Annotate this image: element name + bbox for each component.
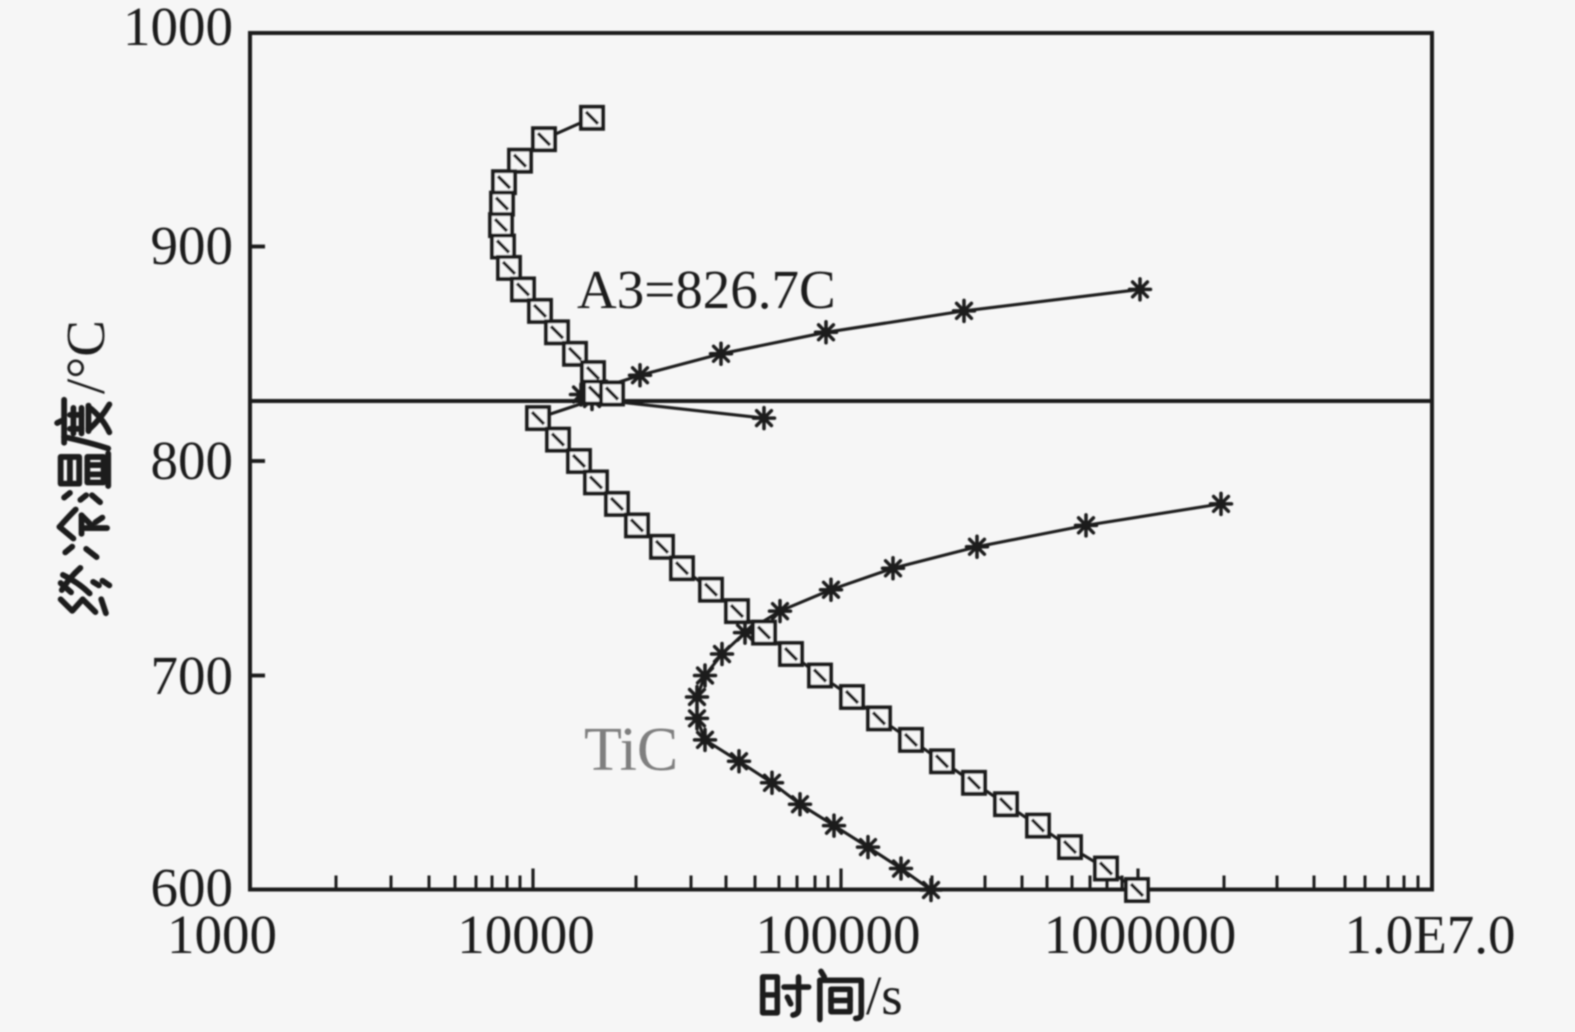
svg-text:/°C: /°C: [55, 320, 116, 394]
svg-text:900: 900: [151, 215, 234, 276]
svg-text:1000: 1000: [167, 904, 277, 965]
svg-text:10000: 10000: [457, 904, 595, 965]
svg-text:TiC: TiC: [584, 716, 678, 784]
svg-text:1000: 1000: [123, 0, 233, 57]
svg-text:A3=826.7C: A3=826.7C: [577, 259, 836, 320]
svg-text:800: 800: [151, 430, 234, 491]
svg-text:100000: 100000: [756, 904, 921, 965]
svg-text:/s: /s: [866, 965, 903, 1026]
svg-text:1.0E7.0: 1.0E7.0: [1344, 904, 1515, 965]
svg-text:1000000: 1000000: [1044, 904, 1237, 965]
svg-text:600: 600: [151, 857, 234, 918]
svg-text:700: 700: [151, 645, 234, 706]
